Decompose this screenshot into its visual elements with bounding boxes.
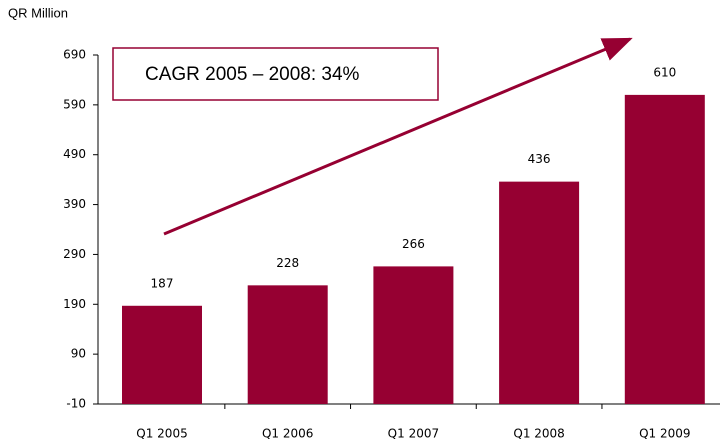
value-label: 436 [528,152,551,166]
annotation-box [112,47,439,101]
y-tick-label: 90 [71,347,86,361]
x-tick-label: Q1 2005 [136,427,187,441]
y-tick-label: 390 [63,197,86,211]
y-tick-label: 490 [63,147,86,161]
x-tick-label: Q1 2009 [639,427,690,441]
value-label: 187 [151,276,174,290]
bar [122,305,202,404]
bar [624,94,705,404]
x-tick-label: Q1 2008 [513,427,564,441]
value-label: 610 [653,65,676,79]
bar [499,181,580,404]
y-tick-label: 290 [63,247,86,261]
value-label: 266 [402,237,425,251]
bar [373,266,454,404]
value-label: 228 [276,256,299,270]
y-tick-label: 690 [63,48,86,62]
y-axis-label: QR Million [8,5,68,20]
trend-arrow [163,37,633,236]
x-tick-label: Q1 2007 [388,427,439,441]
y-tick-label: 190 [63,297,86,311]
bar [247,285,328,404]
y-tick-label: 590 [63,97,86,111]
annotation: CAGR 2005 – 2008: 34% [145,64,360,85]
y-tick-label: -10 [66,397,86,411]
x-tick-label: Q1 2006 [262,427,313,441]
